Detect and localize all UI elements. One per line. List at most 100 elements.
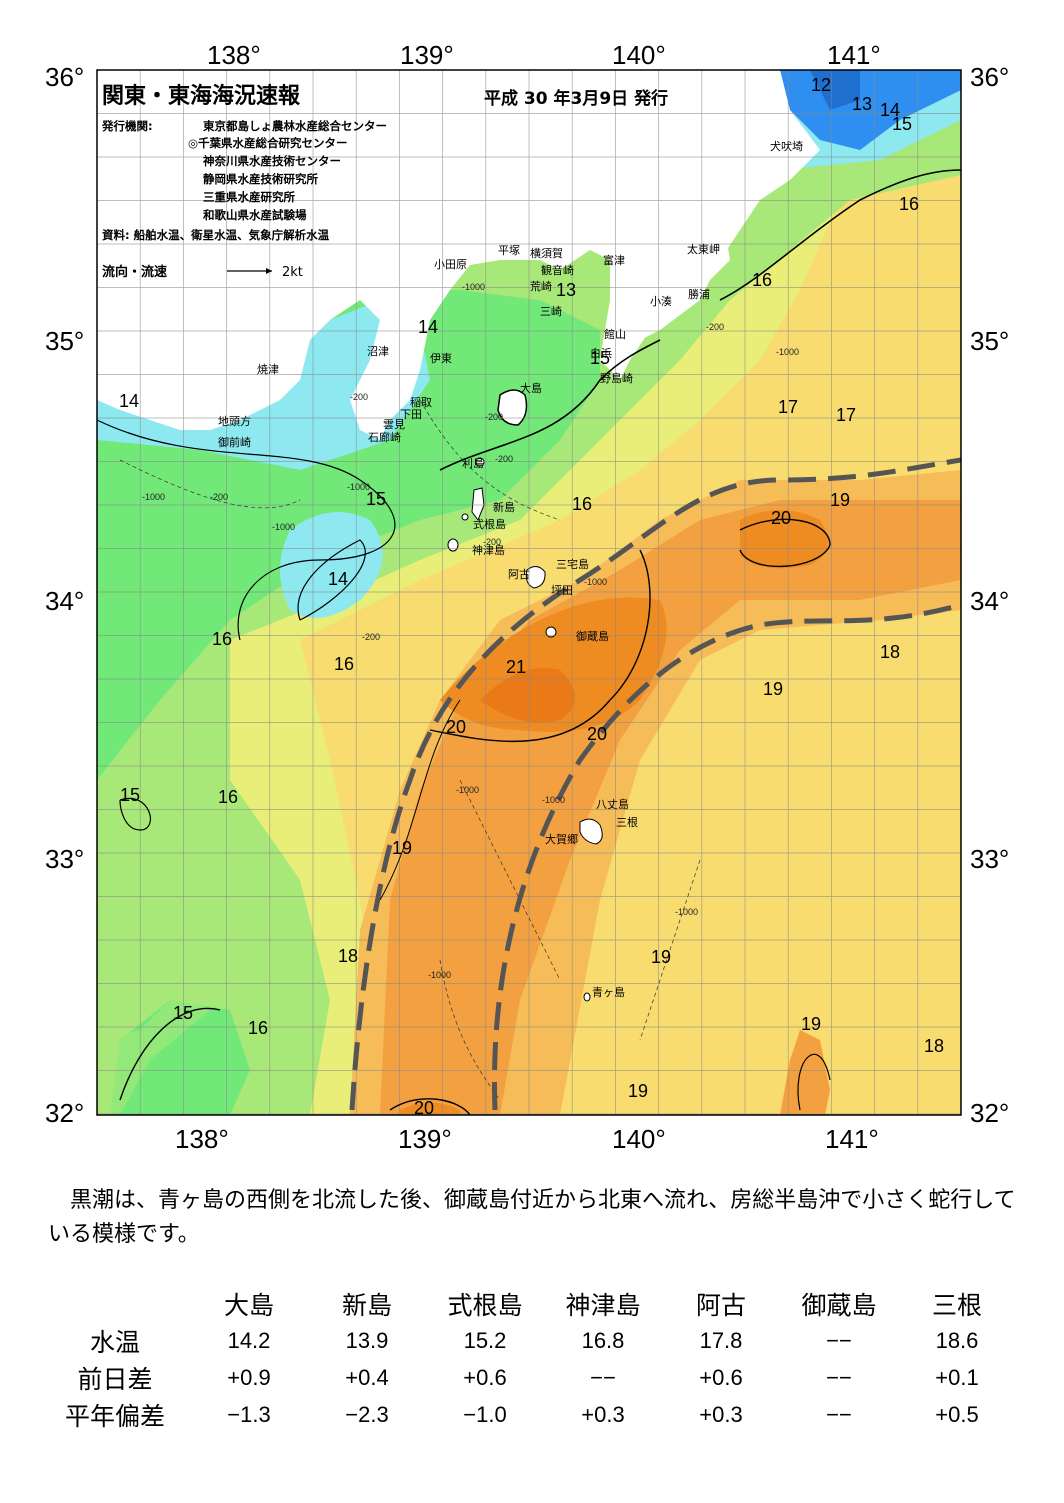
lon-label-top: 141° [827, 40, 881, 70]
summary-text: 黒潮は、青ヶ島の西側を北流した後、御蔵島付近から北東へ流れ、房総半島沖で小さく蛇… [48, 1188, 1016, 1247]
depth-label: -1000 [542, 795, 565, 805]
isotherm-label: 16 [572, 494, 592, 514]
depth-label: -1000 [456, 785, 479, 795]
map-header: 関東・東海海況速報 平成 30 年3月9日 発行 発行機関: 東京都島しょ農林水… [101, 83, 668, 280]
place-name: 新島 [493, 500, 515, 514]
table-header-row: 大島 新島 式根島 神津島 阿古 御蔵島 三根 [40, 1285, 1016, 1322]
place-name: 野島崎 [600, 371, 633, 385]
place-name: 太東岬 [687, 243, 720, 256]
isotherm-label: 20 [446, 717, 466, 737]
place-name: 平塚 [498, 244, 520, 257]
table-cell: +0.1 [935, 1364, 979, 1390]
place-name: 横須賀 [530, 246, 563, 260]
place-name: 坪田 [551, 584, 573, 597]
table-cell: +0.6 [699, 1364, 743, 1390]
issuer-name: 神奈川県水産技術センター [203, 154, 341, 168]
isotherm-label: 19 [628, 1081, 648, 1101]
table-cell: −1.3 [227, 1401, 271, 1427]
depth-label: -1000 [272, 522, 295, 532]
isotherm-label: 14 [328, 569, 348, 589]
table-row: 平年偏差 −1.3 −2.3 −1.0 +0.3 +0.3 −− +0.5 [40, 1396, 1016, 1433]
table-header: 新島 [341, 1290, 392, 1320]
lat-label-right: 34° [970, 586, 1009, 616]
isotherm-label: 12 [811, 75, 831, 95]
kuroshio-south-edge [492, 602, 961, 1111]
isotherm-label: 19 [651, 947, 671, 967]
issuer-name: 和歌山県水産試験場 [203, 208, 307, 222]
map-frame [96, 69, 962, 1116]
lat-label-left: 32° [45, 1098, 84, 1128]
mikurajima-island [545, 626, 557, 638]
lon-label-top: 140° [612, 40, 666, 70]
isotherm-label: 15 [366, 489, 386, 509]
issuer-name: ◎千葉県水産総合研究センター [188, 136, 348, 150]
isotherm-label: 17 [836, 405, 856, 425]
table-header: 阿古 [695, 1290, 746, 1320]
sea-temperature-map: 138° 139° 140° 141° 138° 139° 140° 141° … [45, 40, 1009, 1154]
flow-label: 流向・流速 [102, 264, 167, 280]
place-name: 地頭方 [218, 414, 251, 428]
niijima-island [471, 487, 485, 522]
lat-label-left: 33° [45, 844, 84, 874]
table-cell: 14.2 [227, 1327, 271, 1353]
table-cell: +0.6 [463, 1364, 507, 1390]
depth-label: -200 [362, 632, 380, 642]
place-name: 利島 [462, 456, 484, 470]
kuroshio-north-edge [349, 457, 961, 1111]
table-header: 大島 [223, 1290, 274, 1320]
depth-label: -200 [350, 392, 368, 402]
lat-label-right: 33° [970, 844, 1009, 874]
isotherm-label: 13 [556, 280, 576, 300]
place-names: 犬吠埼 太東岬 勝浦 小湊 富津 館山 白浜 野島崎 平塚 横須賀 観音崎 荒崎… [218, 139, 803, 999]
isotherm-label: 14 [880, 100, 900, 120]
data-source: 資料: 船舶水温、衛星水温、気象庁解析水温 [102, 228, 330, 242]
table-header: 式根島 [447, 1290, 523, 1320]
place-name: 小湊 [650, 294, 672, 308]
depth-label: -1000 [776, 347, 799, 357]
table-cell: 16.8 [581, 1327, 625, 1353]
isotherm-label: 16 [899, 194, 919, 214]
temperature-table: 大島 新島 式根島 神津島 阿古 御蔵島 三根 水温 14.2 13.9 15.… [40, 1285, 1016, 1433]
isotherm-label: 15 [120, 785, 140, 805]
kuroshio-axis [349, 457, 961, 1111]
table-cell: +0.3 [581, 1401, 625, 1427]
place-name: 伊東 [430, 352, 452, 365]
place-name: 石廊崎 [368, 430, 401, 444]
table-cell: +0.5 [935, 1401, 979, 1427]
isotherm-label: 16 [752, 270, 772, 290]
place-name: 大賀郷 [545, 832, 578, 846]
place-name: 荒崎 [530, 279, 552, 293]
isotherm-label: 19 [830, 490, 850, 510]
place-name: 神津島 [472, 543, 505, 557]
table-cell: 17.8 [699, 1327, 743, 1353]
table-header: 三根 [931, 1290, 982, 1320]
depth-label: -200 [210, 492, 228, 502]
boso-peninsula [600, 140, 730, 360]
depth-label: -1000 [428, 970, 451, 980]
place-name: 白浜 [590, 346, 612, 360]
depth-label: -200 [706, 322, 724, 332]
lon-label-bottom: 138° [175, 1124, 229, 1154]
issuer-name: 東京都島しょ農林水産総合センター [203, 119, 387, 133]
place-name: 館山 [604, 327, 626, 341]
lon-label-bottom: 139° [398, 1124, 452, 1154]
hachijojima-island [579, 818, 603, 845]
depth-labels: -1000 -200 -200 -1000 -1000 -200 -1000 -… [142, 282, 799, 980]
table-cell: −− [826, 1364, 852, 1390]
table-cell: −− [826, 1401, 852, 1427]
flow-scale: 2kt [282, 265, 303, 280]
isotherm-label: 19 [392, 838, 412, 858]
place-name: 観音崎 [541, 263, 574, 277]
isotherm-label: 20 [771, 508, 791, 528]
depth-label: -200 [483, 537, 501, 547]
place-name: 三根 [616, 815, 638, 829]
kozushima-island [447, 538, 459, 552]
depth-label: -1000 [142, 492, 165, 502]
issuer-label: 発行機関: [101, 119, 153, 133]
isotherm-label: 15 [892, 114, 912, 134]
lat-label-right: 36° [970, 62, 1009, 92]
place-name: 犬吠埼 [770, 139, 803, 153]
isotherm-label: 15 [590, 348, 610, 368]
table-cell: −− [590, 1364, 616, 1390]
isotherm-label: 18 [924, 1036, 944, 1056]
